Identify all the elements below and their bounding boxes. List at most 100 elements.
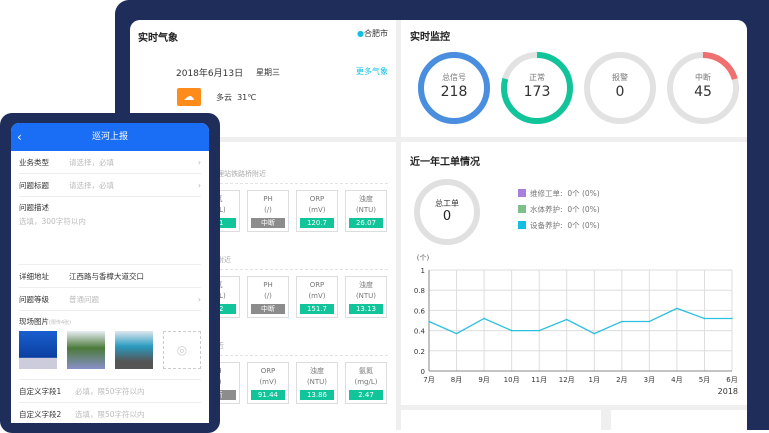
data-point[interactable]	[648, 320, 651, 323]
monitor-ring-0[interactable]: 总信号 218	[416, 50, 492, 126]
legend-swatch	[518, 205, 526, 213]
location-pin-icon: ●	[357, 29, 364, 38]
phone-title: 巡河上报	[91, 132, 128, 142]
divider	[210, 355, 388, 356]
photo-thumb[interactable]	[67, 331, 105, 369]
monitor-card: 实时监控 总信号 218 正常 173 报警 0 中断 45	[401, 20, 747, 137]
monitor-ring-2[interactable]: 报警 0	[582, 50, 658, 126]
monitor-title: 实时监控	[410, 32, 450, 43]
chevron-right-icon: ›	[198, 295, 201, 304]
sensor-box[interactable]: 氨氮 (mg/L) 2.47	[345, 362, 387, 404]
data-point[interactable]	[538, 329, 540, 332]
sensor-value: 91.44	[251, 390, 285, 400]
city-label: 合肥市	[364, 29, 388, 38]
data-point[interactable]	[703, 317, 706, 320]
x-tick-label: 8月	[451, 376, 462, 384]
sensor-value: 13.86	[300, 390, 334, 400]
sensor-value: 26.07	[349, 218, 383, 228]
sensor-box[interactable]: ORP (mV) 120.7	[296, 190, 338, 232]
sensor-box[interactable]: 浊度 (NTU) 13.86	[296, 362, 338, 404]
ring-label: 中断	[695, 73, 711, 82]
sensor-box[interactable]: 浊度 (NTU) 13.13	[345, 276, 387, 318]
year-label: 2018	[718, 387, 738, 396]
divider	[210, 183, 388, 184]
weather-date: 2018年6月13日	[176, 69, 244, 79]
field-description[interactable]: 问题描述 选填，300字符以内	[19, 197, 201, 265]
ring-label: 总信号	[442, 73, 466, 82]
x-tick-label: 5月	[699, 376, 710, 384]
ring-label: 报警	[612, 73, 628, 82]
y-tick-label: 0.6	[414, 307, 426, 315]
data-point[interactable]	[676, 307, 678, 310]
legend-swatch	[518, 189, 526, 197]
sensor-value: 中断	[251, 304, 285, 314]
data-point[interactable]	[593, 332, 596, 335]
station-name: 处理站铁路桥附近	[210, 170, 266, 178]
legend-item: 设备养护: 0个 (0%)	[518, 220, 600, 236]
x-tick-label: 12月	[559, 376, 575, 384]
weather-condition: 多云 31℃	[216, 93, 257, 102]
field-business-type[interactable]: 业务类型 请选择，必填 ›	[19, 151, 201, 174]
sensor-value: 2.47	[349, 390, 383, 400]
y-tick-label: 1	[421, 267, 425, 275]
sensor-value: 120.7	[300, 218, 334, 228]
weather-title: 实时气象	[138, 33, 178, 44]
add-photo-camera-icon[interactable]: ◎	[163, 331, 201, 369]
photo-thumb[interactable]	[19, 331, 57, 369]
x-tick-label: 6月	[726, 376, 737, 384]
ring-value: 0	[615, 84, 625, 100]
sensor-box[interactable]: ORP (mV) 151.7	[296, 276, 338, 318]
photo-thumb[interactable]	[115, 331, 153, 369]
sensor-box[interactable]: ORP (mV) 91.44	[247, 362, 289, 404]
x-tick-label: 4月	[671, 376, 682, 384]
sensor-value: 中断	[251, 218, 285, 228]
field-custom-2[interactable]: 自定义字段2 选填，限50字符以内	[19, 403, 201, 423]
ring-value: 173	[523, 84, 551, 100]
chevron-right-icon: ›	[198, 158, 201, 167]
data-point[interactable]	[621, 320, 623, 323]
y-tick-label: 0	[421, 368, 425, 376]
data-point[interactable]	[455, 332, 458, 335]
ring-label: 正常	[529, 73, 545, 82]
data-point[interactable]	[428, 320, 430, 323]
x-tick-label: 1月	[589, 376, 600, 384]
field-custom-1[interactable]: 自定义字段1 必填，限50字符以内	[19, 380, 201, 403]
location[interactable]: ●合肥市	[357, 28, 388, 39]
total-orders-ring: 总工单 0	[414, 179, 480, 245]
dashboard-screen: 实时气象 ●合肥市 2018年6月13日 星期三 更多气象 ☁ 多云 31℃ 实…	[130, 20, 747, 430]
y-unit-label: (个)	[417, 254, 430, 262]
x-tick-label: 9月	[478, 376, 489, 384]
monitor-ring-3[interactable]: 中断 45	[665, 50, 741, 126]
x-tick-label: 3月	[644, 376, 655, 384]
more-weather-link[interactable]: 更多气象	[356, 67, 388, 76]
data-point[interactable]	[483, 317, 485, 320]
data-point[interactable]	[510, 329, 513, 332]
ring-value: 45	[694, 84, 712, 100]
series-line	[428, 307, 732, 335]
orders-title: 近一年工单情况	[410, 157, 480, 168]
phone-header: ‹ 巡河上报	[11, 123, 209, 151]
bottom-card-right	[611, 410, 747, 430]
data-point[interactable]	[731, 317, 733, 320]
field-photos: 现场图片(限传4张) ◎	[19, 311, 201, 380]
y-tick-label: 0.8	[414, 287, 425, 295]
field-issue-level[interactable]: 问题等级 普通问题 ›	[19, 288, 201, 311]
monitor-ring-1[interactable]: 正常 173	[499, 50, 575, 126]
divider	[210, 269, 388, 270]
data-point[interactable]	[565, 318, 568, 321]
sensor-value: 13.13	[349, 304, 383, 314]
sensor-box[interactable]: PH (/) 中断	[247, 190, 289, 232]
total-label: 总工单	[435, 199, 459, 208]
orders-card: 近一年工单情况 总工单 0 维修工单: 0个 (0%) 水体养护: 0个 (0%)…	[401, 142, 747, 405]
weather-weekday: 星期三	[256, 68, 280, 77]
sensor-box[interactable]: 浊度 (NTU) 26.07	[345, 190, 387, 232]
bottom-card-left	[401, 410, 601, 430]
field-issue-title[interactable]: 问题标题 请选择，必填 ›	[19, 174, 201, 197]
field-address[interactable]: 详细地址 江西路与香樟大道交口	[19, 265, 201, 288]
legend-item: 水体养护: 0个 (0%)	[518, 204, 600, 220]
sensor-box[interactable]: PH (/) 中断	[247, 276, 289, 318]
ring-value: 218	[440, 84, 468, 100]
phone-frame: ‹ 巡河上报 业务类型 请选择，必填 › 问题标题 请选择，必填 › 问题描述 选填，30…	[0, 113, 220, 433]
back-icon[interactable]: ‹	[17, 130, 22, 144]
phone-screen: ‹ 巡河上报 业务类型 请选择，必填 › 问题标题 请选择，必填 › 问题描述 选填，30…	[11, 123, 209, 423]
